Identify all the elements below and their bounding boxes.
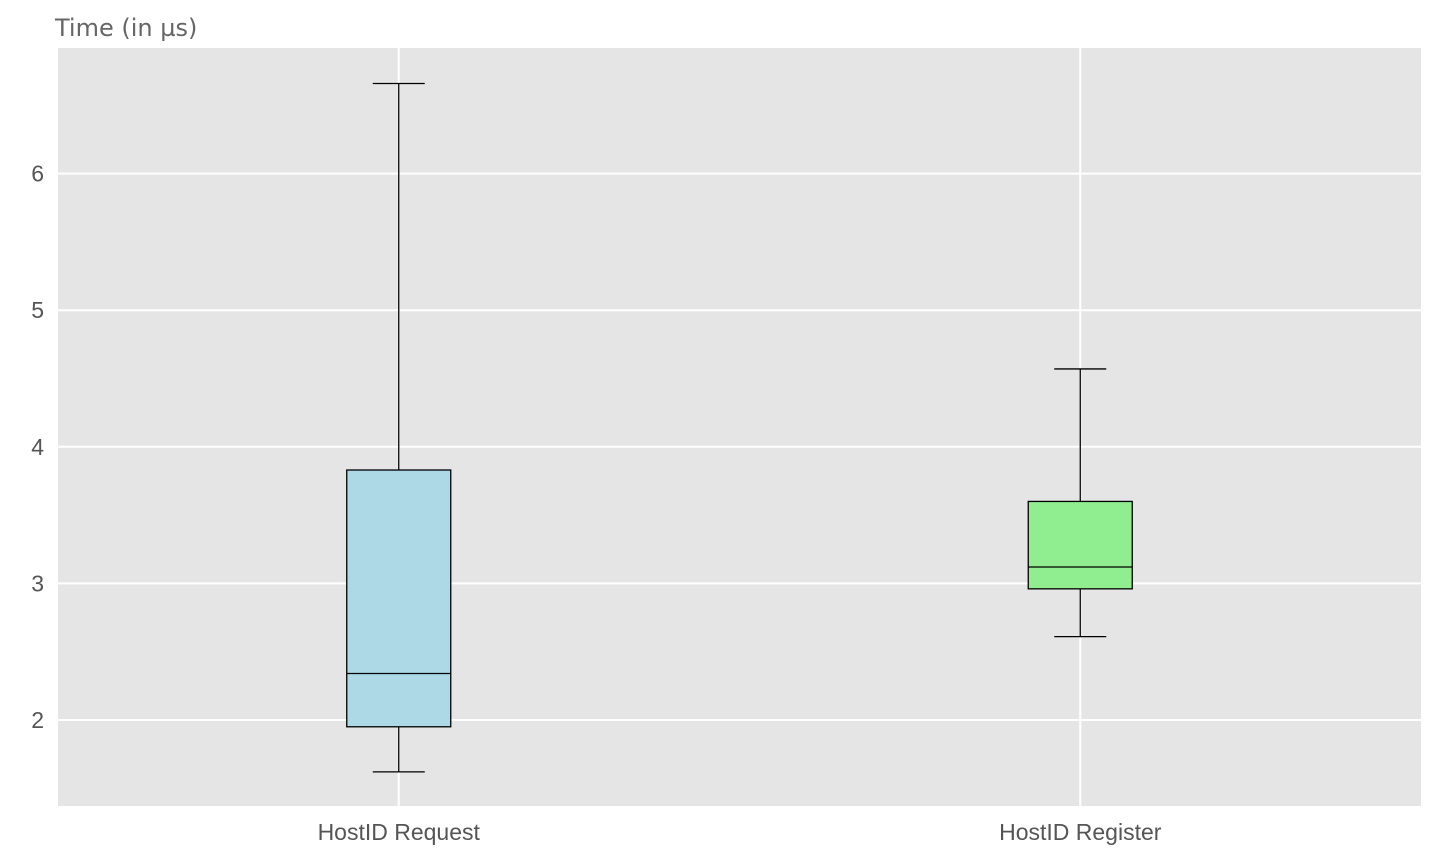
box-series bbox=[346, 82, 1133, 773]
y-axis-title: Time (in µs) bbox=[54, 14, 197, 42]
x-axis-tick-labels: HostID Request HostID Register bbox=[318, 819, 1162, 845]
x-tick-label: HostID Register bbox=[999, 819, 1162, 845]
box-iqr bbox=[346, 469, 452, 728]
horizontal-gridlines bbox=[58, 172, 1421, 721]
y-tick-label: 6 bbox=[31, 161, 44, 187]
y-tick-label: 2 bbox=[31, 707, 44, 733]
plot-area-background bbox=[58, 48, 1421, 806]
x-tick-label: HostID Request bbox=[318, 819, 481, 845]
box-0 bbox=[346, 82, 452, 773]
y-tick-label: 5 bbox=[31, 297, 44, 323]
y-axis-tick-labels: 2 3 4 5 6 bbox=[31, 161, 44, 733]
y-tick-label: 3 bbox=[31, 570, 44, 596]
y-tick-label: 4 bbox=[31, 434, 44, 460]
box-1 bbox=[1027, 368, 1133, 638]
box-iqr bbox=[1027, 500, 1133, 590]
